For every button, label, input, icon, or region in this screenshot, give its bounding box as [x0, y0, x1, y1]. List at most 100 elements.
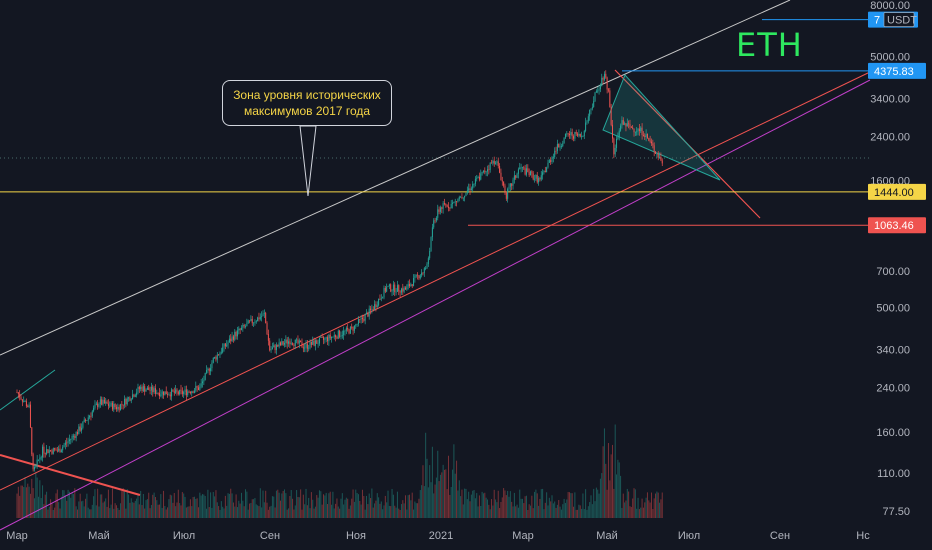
- volume-bar: [28, 486, 30, 518]
- candle-body: [76, 432, 78, 435]
- volume-bar: [476, 493, 478, 518]
- volume-bar: [66, 500, 68, 518]
- volume-bar: [320, 491, 322, 518]
- candle-body: [261, 316, 263, 317]
- volume-bar: [573, 506, 575, 518]
- volume-bar: [456, 460, 458, 518]
- volume-bar: [581, 508, 583, 518]
- candle-body: [427, 258, 429, 264]
- volume-bar: [649, 502, 651, 518]
- candle-body: [399, 291, 401, 293]
- volume-bar: [47, 509, 49, 518]
- candle-body: [251, 318, 253, 324]
- candle-body: [314, 340, 316, 346]
- volume-bar: [465, 488, 467, 518]
- volume-bar: [438, 481, 440, 518]
- volume-bar: [228, 493, 230, 518]
- candle-body: [262, 313, 264, 317]
- volume-bar: [609, 480, 611, 518]
- volume-bar: [313, 508, 315, 518]
- volume-bar: [33, 498, 35, 518]
- mid-channel-line[interactable]: [0, 71, 871, 491]
- volume-bar: [380, 501, 382, 518]
- volume-bar: [202, 494, 204, 518]
- candle-body: [327, 337, 329, 342]
- upper-channel-line[interactable]: [0, 0, 791, 356]
- candle-body: [308, 347, 310, 349]
- volume-bar: [122, 488, 124, 518]
- volume-bar: [168, 499, 170, 518]
- candle-body: [386, 286, 388, 292]
- candle-body: [616, 138, 618, 148]
- candle-body: [137, 387, 139, 393]
- candle-body: [204, 372, 206, 381]
- volume-bar: [653, 498, 655, 518]
- candle-body: [485, 171, 487, 173]
- candle-body: [133, 394, 135, 397]
- volume-bar: [271, 496, 273, 518]
- volume-bar: [187, 506, 189, 518]
- price-tag[interactable]: 1063.46: [868, 217, 926, 234]
- volume-bar: [511, 501, 513, 518]
- candle-body: [220, 352, 222, 354]
- early-resistance-line[interactable]: [0, 454, 141, 496]
- price-axis[interactable]: 8000.005000.003400.002400.001600.001063.…: [870, 0, 910, 518]
- time-axis[interactable]: Мар Май Июл Сен Ноя 2021 Мар Май Июл Сен Нс: [6, 530, 870, 542]
- volume-bar: [610, 454, 612, 518]
- price-tag[interactable]: 1444.00: [868, 183, 926, 200]
- candle-body: [263, 312, 265, 314]
- volume-bar: [87, 507, 89, 518]
- candle-body: [316, 340, 318, 344]
- volume-bar: [633, 488, 635, 518]
- x-tick-label: Май: [596, 530, 618, 542]
- y-tick-label: 500.00: [876, 303, 910, 315]
- candle-body: [491, 162, 493, 164]
- volume-bar: [625, 500, 627, 518]
- volume-bar: [20, 485, 22, 518]
- early-support-line[interactable]: [0, 369, 56, 411]
- price-tag[interactable]: 7 USDT: [868, 11, 918, 28]
- candle-body: [110, 402, 112, 406]
- candle-body: [160, 394, 162, 397]
- volume-bar: [423, 486, 425, 518]
- volume-bar: [325, 492, 327, 518]
- candle-body: [601, 77, 603, 87]
- candle-body: [411, 284, 413, 286]
- candle-body: [415, 274, 417, 276]
- volume-bar: [333, 508, 335, 518]
- volume-bar: [226, 505, 228, 518]
- candle-body: [543, 171, 545, 173]
- candle-body: [480, 173, 482, 180]
- price-tag[interactable]: 4375.83: [868, 62, 926, 79]
- candle-body: [625, 123, 627, 127]
- x-tick-label: Сен: [260, 530, 280, 542]
- volume-bar: [16, 493, 18, 518]
- volume-bar: [480, 505, 482, 518]
- annotation-callout[interactable]: Зона уровня исторических максимумов 2017…: [222, 80, 392, 126]
- candle-body: [434, 220, 436, 222]
- x-tick-label: Мар: [512, 530, 534, 542]
- lower-channel-line[interactable]: [0, 79, 871, 531]
- candle-body: [661, 160, 663, 164]
- candle-body: [293, 344, 295, 346]
- price-tag-unit: USDT: [887, 15, 917, 27]
- candle-body: [437, 209, 439, 218]
- volume-bar: [251, 499, 253, 518]
- volume-bar: [477, 506, 479, 518]
- candle-body: [367, 312, 369, 317]
- volume-bar: [21, 485, 23, 518]
- candle-body: [581, 136, 583, 138]
- candle-body: [324, 338, 326, 340]
- candle-body: [589, 110, 591, 117]
- candle-body: [613, 138, 615, 155]
- volume-bar: [263, 502, 265, 518]
- volume-bar: [32, 488, 34, 518]
- candle-body: [614, 147, 616, 155]
- volume-bar: [591, 504, 593, 518]
- candle-body: [406, 286, 408, 290]
- volume-bar: [372, 507, 374, 518]
- candle-body: [527, 168, 529, 172]
- volume-bar: [352, 489, 354, 518]
- falling-wedge-shape[interactable]: [602, 74, 721, 181]
